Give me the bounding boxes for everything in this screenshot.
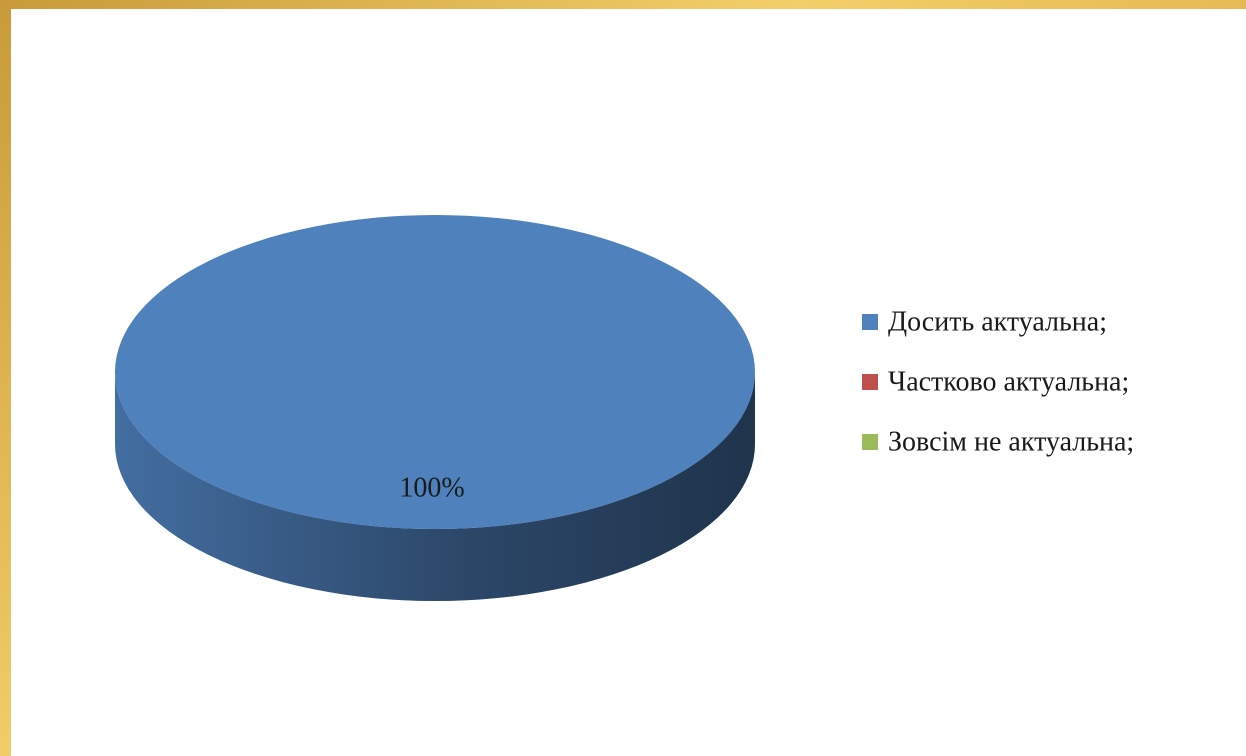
pie-slice	[115, 215, 755, 529]
legend-label: Зовсім не актуальна;	[888, 426, 1134, 457]
legend-label: Досить актуальна;	[888, 306, 1107, 337]
pie-side-shade	[115, 372, 755, 601]
legend-swatch	[862, 434, 878, 450]
legend-swatch	[862, 314, 878, 330]
pie-side	[115, 372, 755, 601]
legend-label: Частково актуальна;	[888, 366, 1129, 397]
data-label: 100%	[399, 472, 464, 503]
legend-swatch	[862, 374, 878, 390]
